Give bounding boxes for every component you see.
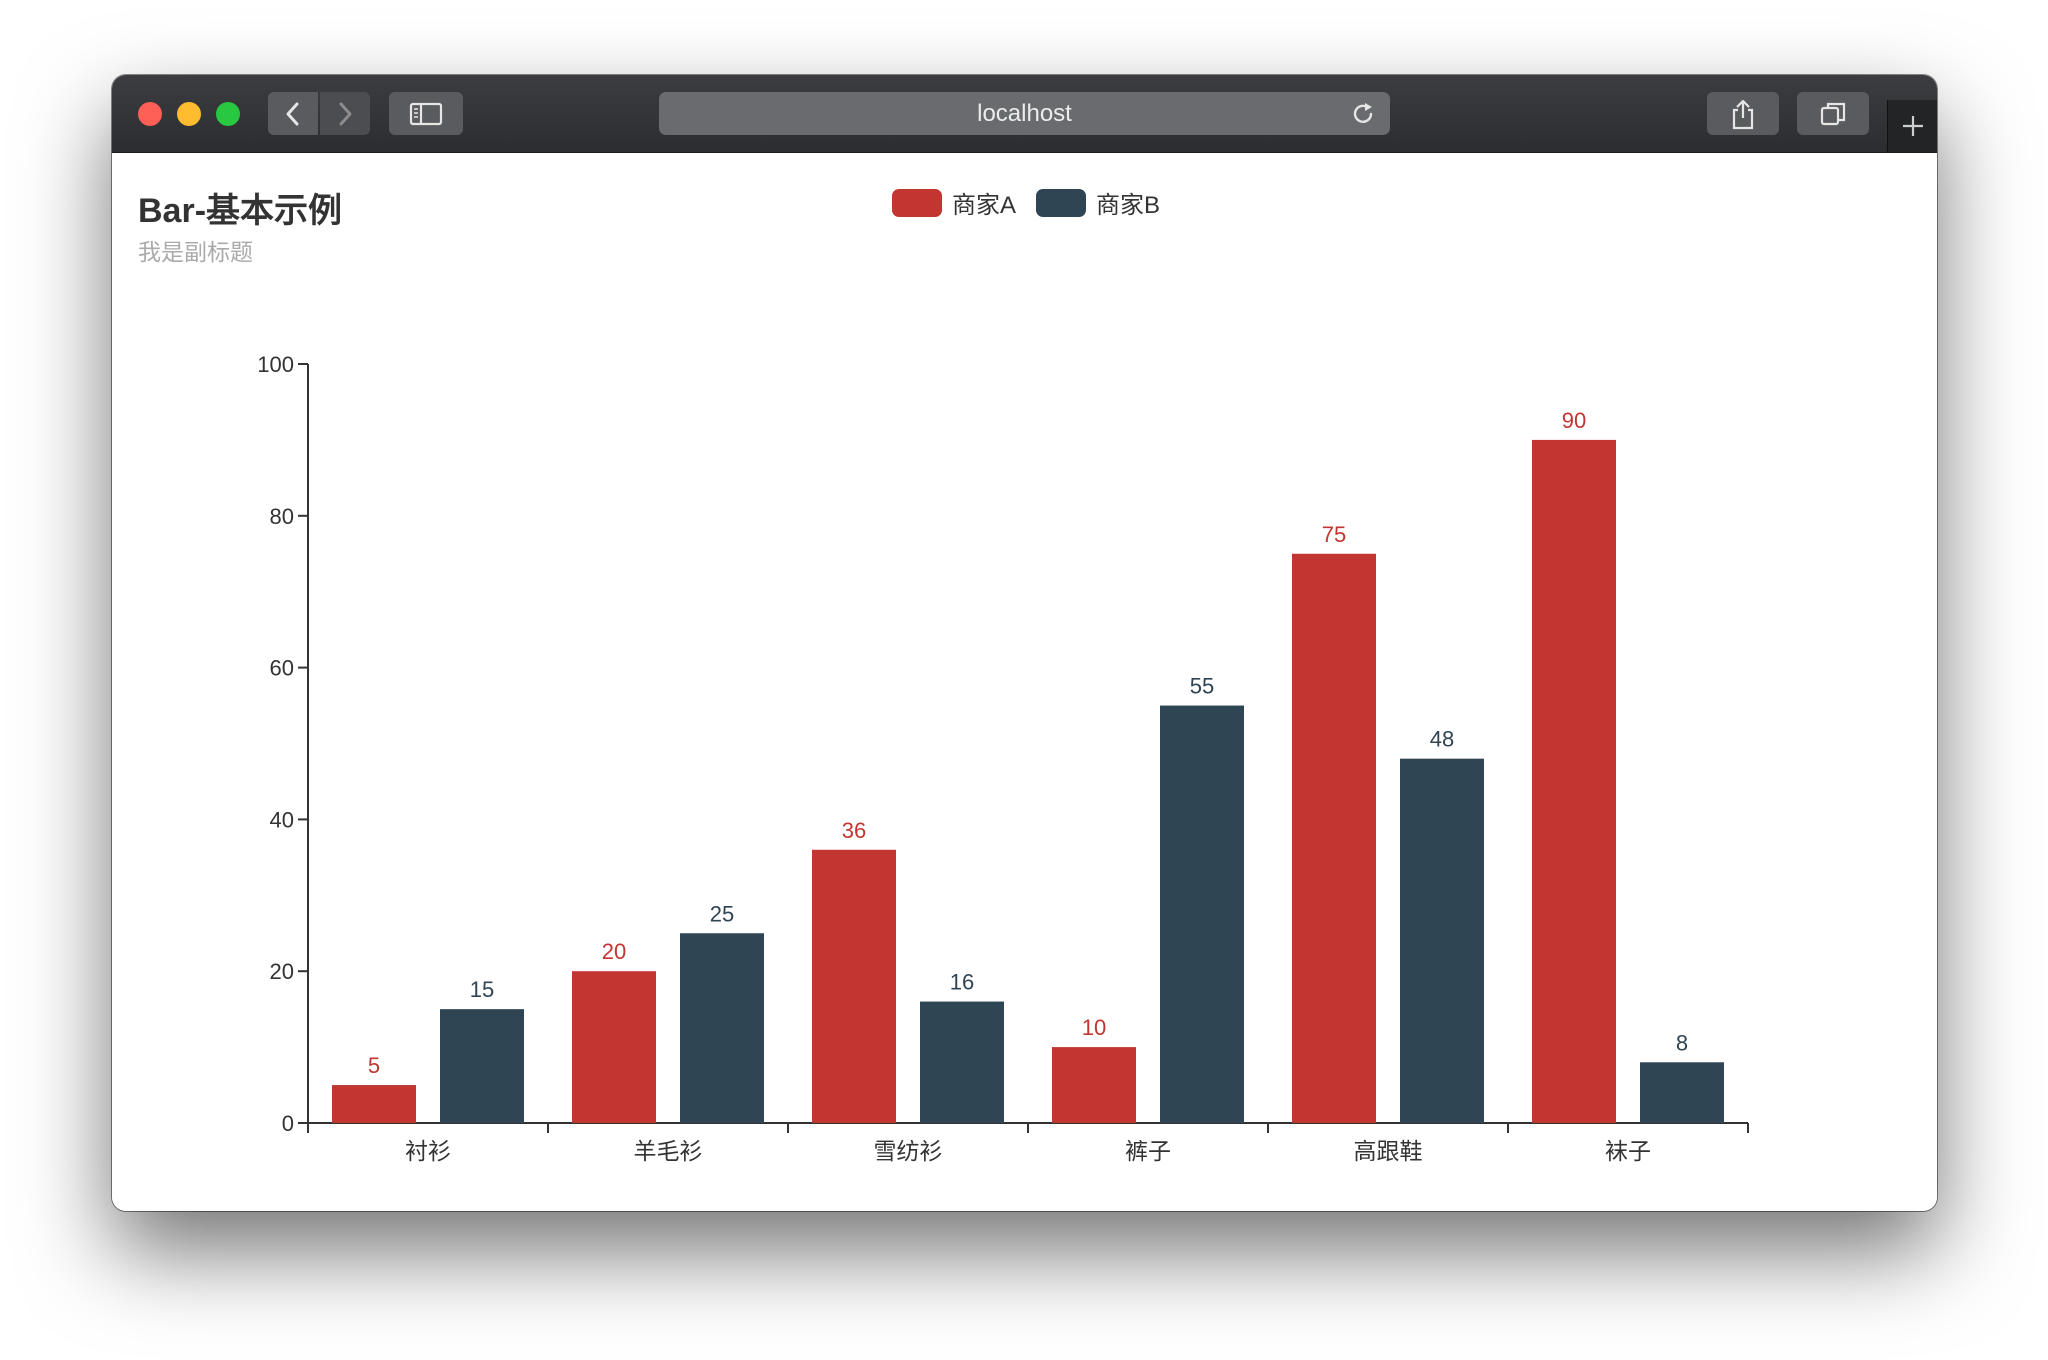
chevron-right-icon [339, 102, 352, 125]
legend-label-series-b: 商家B [1096, 192, 1161, 219]
x-tick-label: 高跟鞋 [1354, 1138, 1423, 1164]
x-tick-label: 衬衫 [405, 1138, 451, 1164]
bar-series-b [440, 1009, 524, 1123]
bar-series-b [1400, 758, 1484, 1123]
browser-window: localhost Bar-基本 [112, 75, 1937, 1211]
reload-icon[interactable] [1350, 100, 1378, 128]
legend-swatch-series-a [892, 188, 942, 217]
minimize-window-button[interactable] [177, 102, 201, 126]
bar-series-a [1052, 1047, 1136, 1123]
bar-series-a [812, 849, 896, 1123]
data-label: 75 [1322, 522, 1346, 547]
legend-item-series-b[interactable]: 商家B [1036, 185, 1160, 220]
bar-series-b [1640, 1062, 1724, 1123]
bar-series-a [332, 1085, 416, 1123]
x-tick-label: 袜子 [1605, 1138, 1651, 1164]
chart-subtitle: 我是副标题 [138, 239, 253, 265]
maximize-window-button[interactable] [216, 102, 240, 126]
data-label: 8 [1676, 1030, 1688, 1055]
address-bar[interactable]: localhost [659, 92, 1390, 135]
sidebar-toggle-button[interactable] [389, 92, 463, 135]
bar-chart-plot: 0 20 40 60 80 100 衬衫 羊毛衫 雪纺衫 裤子 高跟鞋 袜子 5 20 36 10 75 90 15… [257, 352, 1749, 1164]
legend-item-series-a[interactable]: 商家A [892, 185, 1016, 220]
new-tab-button[interactable] [1887, 100, 1937, 152]
data-label: 5 [368, 1053, 380, 1078]
page-content: Bar-基本示例 我是副标题 商家A 商家B 0 20 40 60 80 100 衬衫 羊毛衫… [112, 153, 1937, 1211]
url-text: localhost [977, 99, 1072, 127]
browser-toolbar: localhost [112, 75, 1937, 153]
chart-title: Bar-基本示例 [138, 192, 343, 230]
x-tick-label: 羊毛衫 [634, 1138, 703, 1164]
data-label: 15 [470, 977, 494, 1002]
y-tick-label: 40 [270, 807, 294, 832]
sidebar-icon [409, 102, 443, 125]
back-button[interactable] [268, 92, 318, 135]
bar-series-a [572, 971, 656, 1123]
x-tick-label: 雪纺衫 [874, 1138, 943, 1164]
data-label: 20 [602, 939, 626, 964]
plus-icon [1903, 116, 1923, 136]
data-label: 48 [1430, 727, 1454, 752]
close-window-button[interactable] [138, 102, 162, 126]
share-icon [1732, 99, 1754, 129]
y-tick-label: 0 [282, 1111, 294, 1136]
chevron-left-icon [286, 102, 299, 125]
data-label: 10 [1082, 1015, 1106, 1040]
legend-label-series-a: 商家A [952, 192, 1017, 219]
bar-series-b [920, 1001, 1004, 1123]
legend-swatch-series-b [1036, 188, 1087, 217]
y-tick-label: 100 [257, 352, 294, 377]
y-tick-label: 20 [270, 959, 294, 984]
x-tick-label: 裤子 [1125, 1138, 1171, 1164]
bar-series-a [1292, 553, 1376, 1123]
y-tick-label: 80 [270, 504, 294, 529]
show-tabs-button[interactable] [1797, 92, 1869, 135]
bar-series-b [680, 933, 764, 1123]
share-button[interactable] [1707, 92, 1779, 135]
y-tick-label: 60 [270, 656, 294, 681]
data-label: 90 [1562, 408, 1586, 433]
bar-series-a [1532, 439, 1616, 1123]
tabs-overview-icon [1820, 102, 1846, 125]
data-label: 25 [710, 901, 734, 926]
bar-series-b [1160, 705, 1244, 1123]
data-label: 55 [1190, 674, 1214, 699]
data-label: 16 [950, 970, 974, 995]
chart-legend: 商家A 商家B [892, 185, 1180, 220]
forward-button[interactable] [320, 92, 370, 135]
data-label: 36 [842, 818, 866, 843]
